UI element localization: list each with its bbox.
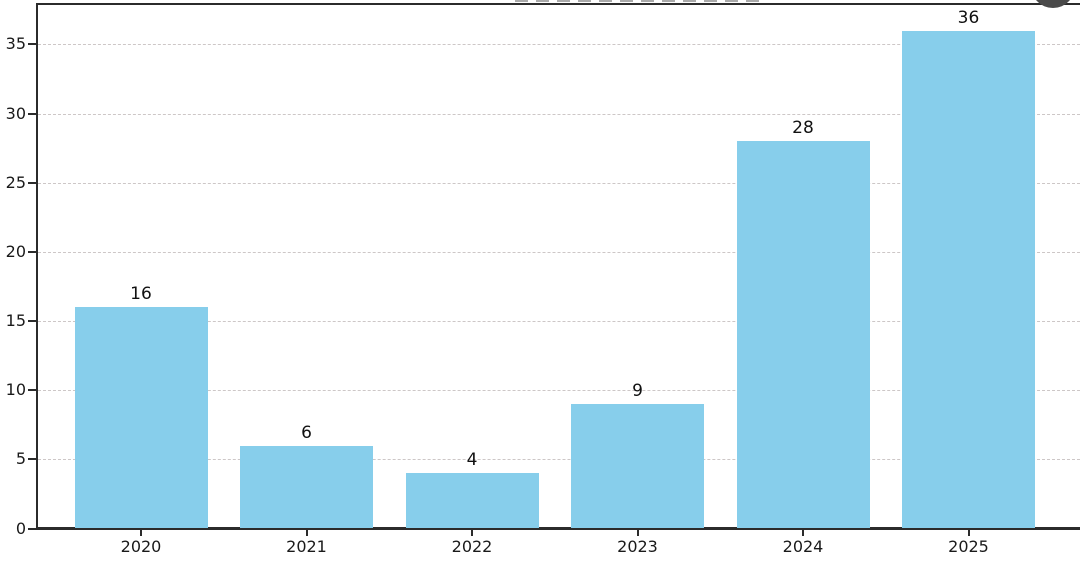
x-axis-line bbox=[36, 527, 1080, 530]
clipped-title-fragments bbox=[515, 0, 767, 2]
x-tick-mark-2020 bbox=[140, 530, 142, 536]
plot-top-spine bbox=[36, 3, 1080, 5]
y-tick-label-30: 30 bbox=[5, 103, 26, 123]
bar-2021 bbox=[240, 445, 373, 529]
y-tick-mark-30 bbox=[28, 112, 36, 115]
gridline-y-30 bbox=[38, 113, 1080, 115]
bar-2025 bbox=[902, 30, 1035, 529]
gridline-y-35 bbox=[38, 44, 1080, 46]
y-tick-mark-35 bbox=[28, 43, 36, 46]
bar-value-label-2022: 4 bbox=[466, 450, 478, 471]
y-tick-mark-5 bbox=[28, 458, 36, 461]
x-tick-label-2020: 2020 bbox=[120, 537, 162, 556]
y-tick-label-20: 20 bbox=[5, 241, 26, 261]
x-tick-label-2025: 2025 bbox=[948, 537, 989, 556]
gridline-y-15 bbox=[38, 321, 1080, 323]
bar-2022 bbox=[405, 473, 539, 529]
y-tick-label-5: 5 bbox=[15, 449, 26, 469]
x-tick-mark-2024 bbox=[802, 530, 804, 536]
bar-value-label-2025: 36 bbox=[957, 7, 980, 28]
x-tick-mark-2025 bbox=[967, 530, 970, 536]
gridline-y-25 bbox=[38, 182, 1080, 184]
x-tick-label-2021: 2021 bbox=[286, 537, 327, 556]
partial-dark-circle-button[interactable] bbox=[1031, 0, 1075, 8]
y-tick-mark-0 bbox=[28, 527, 36, 530]
bar-value-label-2023: 9 bbox=[632, 381, 643, 402]
y-tick-mark-20 bbox=[28, 250, 36, 253]
plot-left-spine bbox=[36, 3, 38, 529]
y-tick-mark-25 bbox=[28, 181, 36, 184]
bar-2024 bbox=[736, 141, 870, 529]
y-tick-label-10: 10 bbox=[5, 380, 26, 400]
bar-2023 bbox=[571, 404, 704, 529]
gridline-y-10 bbox=[38, 390, 1080, 392]
bar-value-label-2024: 28 bbox=[792, 118, 814, 139]
gridline-y-20 bbox=[38, 251, 1080, 253]
x-tick-label-2024: 2024 bbox=[782, 537, 824, 556]
gridline-y-5 bbox=[38, 459, 1080, 461]
x-tick-mark-2021 bbox=[305, 530, 308, 536]
y-tick-mark-15 bbox=[28, 320, 36, 323]
y-tick-label-15: 15 bbox=[5, 311, 26, 331]
bar-value-label-2020: 16 bbox=[130, 284, 152, 305]
bar-2020 bbox=[74, 307, 208, 529]
x-tick-mark-2022 bbox=[471, 530, 473, 536]
y-tick-label-25: 25 bbox=[5, 172, 26, 192]
x-tick-label-2022: 2022 bbox=[451, 537, 493, 556]
y-tick-mark-10 bbox=[28, 389, 36, 392]
y-tick-label-35: 35 bbox=[5, 34, 26, 54]
y-tick-label-0: 0 bbox=[15, 518, 26, 538]
x-tick-label-2023: 2023 bbox=[617, 537, 658, 556]
bar-value-label-2021: 6 bbox=[301, 422, 312, 443]
x-tick-mark-2023 bbox=[636, 530, 639, 536]
